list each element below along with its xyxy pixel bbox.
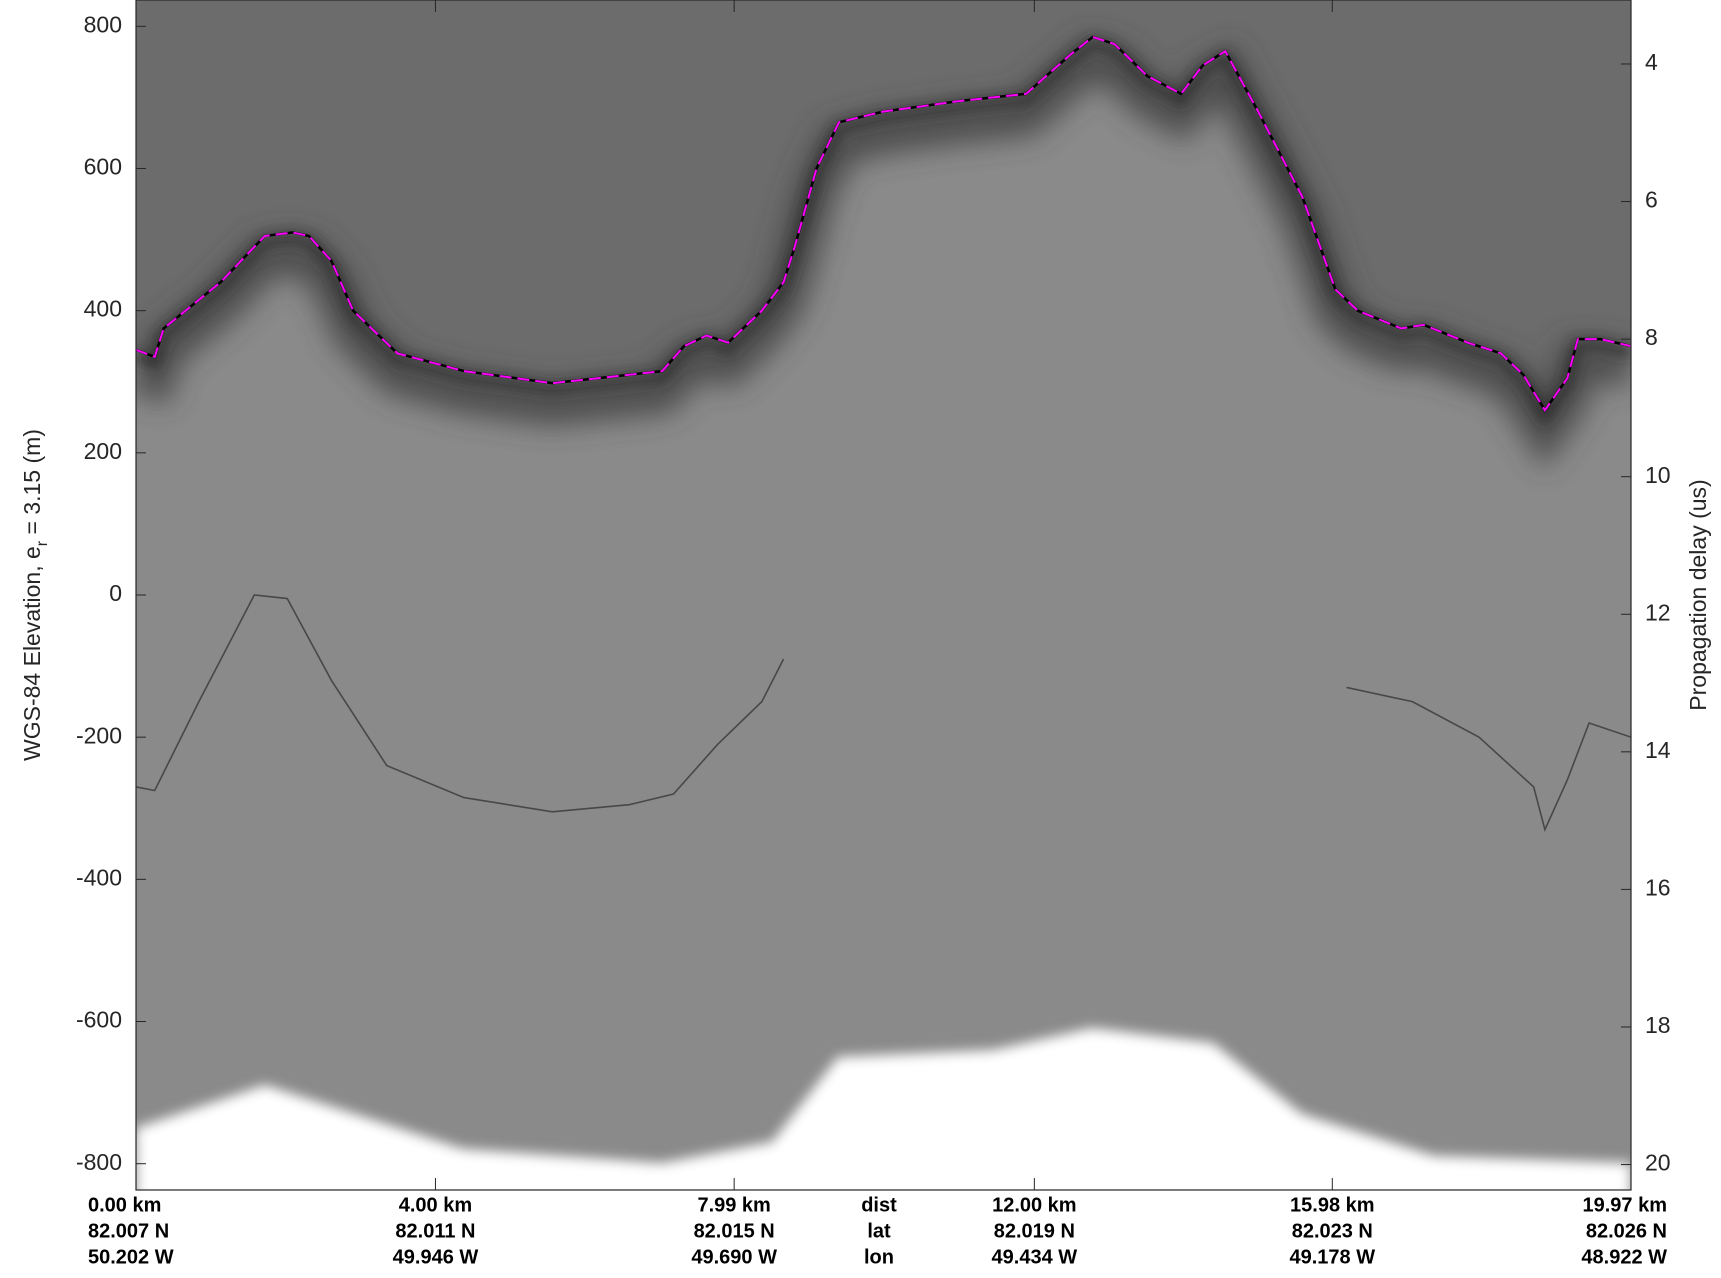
bed-reflector <box>136 594 1631 832</box>
x-tick-lon: 48.922 W <box>1581 1246 1667 1268</box>
x-tick-label: 12.00 km <box>992 1194 1077 1216</box>
y-tick-label: -800 <box>76 1149 122 1175</box>
y2-tick-label: 4 <box>1645 49 1658 75</box>
y-tick-label: 800 <box>84 11 122 37</box>
ice-layer <box>136 36 1631 1190</box>
y-axis-title: WGS-84 Elevation, er = 3.15 (m) <box>19 429 51 761</box>
x-tick-lon: 49.178 W <box>1289 1246 1375 1268</box>
x-tick-label: 0.00 km <box>88 1194 161 1216</box>
y-title-sub: r <box>34 540 51 546</box>
y-tick-label: 600 <box>84 154 122 180</box>
x-tick-lon: 49.946 W <box>393 1246 479 1268</box>
y-title-rest: = 3.15 (m) <box>19 429 45 541</box>
ice-dark-band <box>136 36 1631 469</box>
x-tick-lon: 49.434 W <box>992 1246 1078 1268</box>
x-tick-lat: 82.007 N <box>88 1220 169 1242</box>
row-label: lon <box>864 1246 894 1268</box>
y-tick-label: -400 <box>76 864 122 890</box>
y2-tick-label: 12 <box>1645 599 1671 625</box>
y2-tick-label: 16 <box>1645 874 1671 900</box>
x-tick-label: 19.97 km <box>1582 1194 1667 1216</box>
y2-tick-label: 10 <box>1645 462 1671 488</box>
ice-dark-band <box>136 37 1631 426</box>
row-label: lat <box>867 1220 891 1242</box>
plot-area <box>136 0 1631 1190</box>
row-label: dist <box>861 1194 897 1216</box>
x-tick-label: 4.00 km <box>399 1194 472 1216</box>
x-tick-lon: 49.690 W <box>691 1246 777 1268</box>
y-tick-label: -600 <box>76 1007 122 1033</box>
signal-floor <box>136 1028 1631 1190</box>
x-tick-lon: 50.202 W <box>88 1246 174 1268</box>
x-tick-label: 7.99 km <box>697 1194 770 1216</box>
x-tick-lat: 82.023 N <box>1292 1220 1373 1242</box>
y-tick-label: 400 <box>84 296 122 322</box>
ice-body <box>136 36 1631 1190</box>
y2-axis-title: Propagation delay (us) <box>1685 479 1711 710</box>
y-tick-label: 0 <box>109 580 122 606</box>
y2-tick-label: 6 <box>1645 187 1658 213</box>
y2-tick-label: 20 <box>1645 1150 1671 1176</box>
y2-tick-label: 18 <box>1645 1012 1671 1038</box>
y2-tick-label: 8 <box>1645 324 1658 350</box>
x-tick-label: 15.98 km <box>1290 1194 1375 1216</box>
y-title-main: WGS-84 Elevation, e <box>19 546 45 761</box>
x-tick-lat: 82.026 N <box>1586 1220 1667 1242</box>
y2-tick-label: 14 <box>1645 737 1671 763</box>
x-tick-lat: 82.019 N <box>994 1220 1075 1242</box>
y-tick-label: -200 <box>76 722 122 748</box>
y-tick-label: 200 <box>84 438 122 464</box>
x-tick-lat: 82.015 N <box>694 1220 775 1242</box>
surface-pick <box>136 35 1631 412</box>
x-tick-lat: 82.011 N <box>395 1220 475 1242</box>
